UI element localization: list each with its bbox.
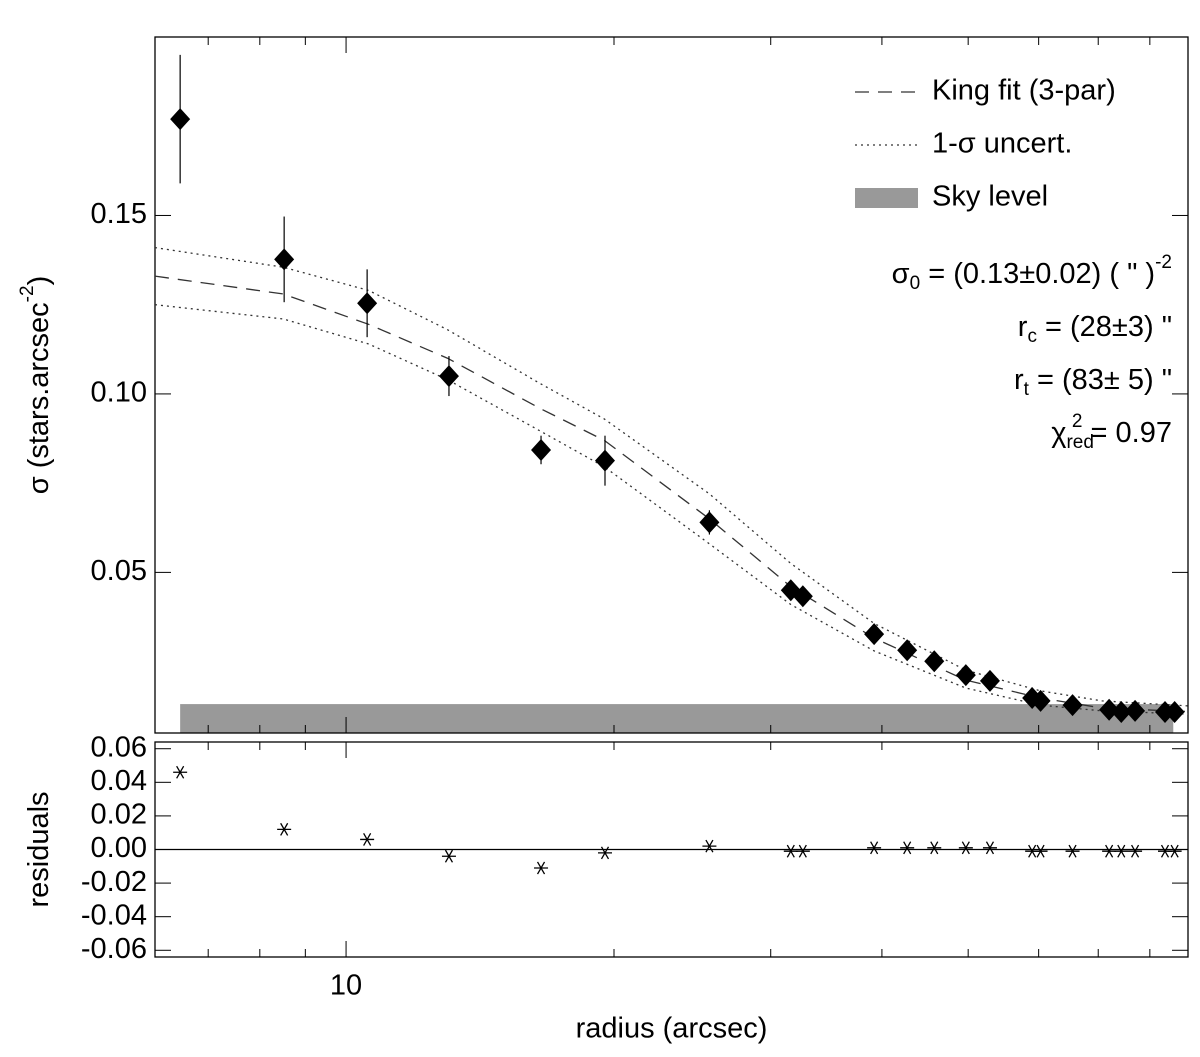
data-point [1111,700,1132,723]
annotation: rc = (28±3) " [1018,311,1172,347]
legend-swatch [855,188,918,208]
annotation: rt = (83± 5) " [1014,364,1172,400]
data-point [1125,699,1146,722]
residual-point [958,841,973,855]
data-point [357,292,378,315]
legend-label: Sky level [932,181,1048,213]
fit-line [154,246,1189,707]
data-point [1062,694,1083,717]
data-point [979,669,1000,692]
text-part: = (83± 5) " [1029,364,1172,396]
text-part: red [1066,432,1093,453]
data-point [955,664,976,687]
residual-point [982,841,997,855]
y-tick-label: 0.00 [91,832,147,864]
residual-point [1033,844,1048,858]
data-point [699,511,720,534]
residual-point [783,844,798,858]
text-part: -2 [1155,252,1172,273]
residual-point [867,841,882,855]
text-part: r [1018,311,1028,343]
text-part: = (0.13±0.02) ( " ) [920,258,1155,290]
text-part: 2 [1072,411,1083,432]
text-part: χ [1051,417,1066,449]
text-part: = 0.97 [1083,417,1173,449]
residual-point [795,844,810,858]
text-part: σ (stars.arcsec [23,302,55,494]
y-tick-label: -0.06 [81,933,147,965]
data-point [594,449,615,472]
text-part: ) [23,276,55,286]
residual-point [360,833,375,846]
residual-point [441,849,456,863]
residual-point [277,822,292,836]
residual-point [597,846,612,860]
legend-label: 1-σ uncert. [932,128,1072,160]
data-point [924,650,945,673]
text-part: = (28±3) " [1037,311,1172,343]
text-part: t [1024,379,1030,400]
x-axis-label: radius (arcsec) [576,1013,768,1045]
residual-point [900,841,915,855]
y-tick-label: 0.04 [91,765,147,797]
residual-point [927,841,942,855]
residual-point [702,839,717,853]
residual-point [1102,844,1117,858]
text-part: c [1027,326,1037,347]
text-part: r [1014,364,1024,396]
annotation: σ0 = (0.13±0.02) ( " )-2 [892,252,1172,294]
data-point [1164,700,1185,723]
residual-point [1065,844,1080,858]
annotation: χred2 = 0.97 [1051,411,1172,453]
y-tick-label: 0.05 [91,555,147,587]
data-point [792,585,813,608]
text-part: 0 [910,273,921,294]
y-tick-label: 0.15 [91,198,147,230]
plot-frame [154,36,1189,734]
sky-band [180,704,1174,733]
data-point [438,365,459,388]
text-part: σ [892,258,910,290]
residual-point [1128,844,1143,858]
data-point [897,639,918,662]
data-point [1030,689,1051,712]
legend-label: King fit (3-par) [932,75,1116,107]
data-point [274,248,295,271]
y-tick-label: 0.02 [91,799,147,831]
residual-point [1167,844,1182,858]
residual-point [534,861,549,875]
residual-point [1114,844,1129,858]
y-tick-label: -0.02 [81,866,147,898]
fit-line [154,304,1189,715]
y-axis-label: residuals [23,791,55,907]
y-axis-label: σ (stars.arcsec-2) [17,276,55,495]
y-tick-label: -0.04 [81,899,147,931]
y-tick-label: 0.06 [91,731,147,763]
text-part: residuals [23,791,55,907]
data-point [531,438,552,461]
data-point [170,108,191,131]
y-tick-label: 0.10 [91,377,147,409]
x-tick-label: 10 [330,970,362,1002]
data-point [864,623,885,646]
text-part: -2 [17,285,38,302]
data-point [1099,698,1120,721]
residual-point [173,765,188,779]
